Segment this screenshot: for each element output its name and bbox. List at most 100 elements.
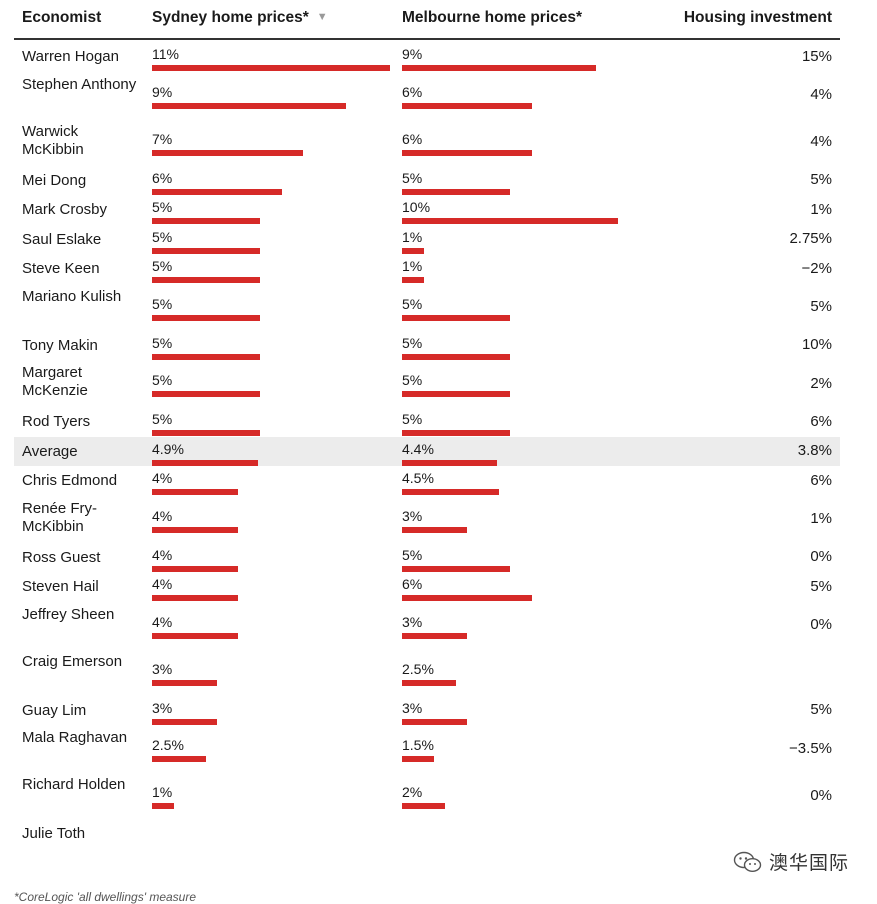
economist-name: Average	[22, 442, 78, 460]
header-sydney[interactable]: Sydney home prices* ▼	[152, 9, 328, 27]
economist-name: Margaret McKenzie	[22, 364, 88, 399]
economist-name: Jeffrey Sheen	[22, 605, 115, 623]
economist-name: Craig Emerson	[22, 652, 123, 670]
melbourne-value-label: 6%	[402, 130, 423, 147]
table-row: Ross Guest 4% 5% 0%	[14, 543, 840, 573]
table-row: Rod Tyers 5% 5% 6%	[14, 407, 840, 437]
sydney-bar	[152, 526, 239, 533]
sydney-value-label: 5%	[152, 295, 173, 312]
table-header: Economist Sydney home prices* ▼ Melbourne…	[14, 0, 840, 40]
melbourne-value-label: 5%	[402, 295, 423, 312]
investment-value: 0%	[810, 616, 832, 633]
investment-value: 0%	[810, 548, 832, 566]
sydney-bar	[152, 565, 239, 572]
melbourne-value-label: 2.5%	[402, 660, 434, 677]
melbourne-bar	[402, 595, 532, 601]
header-melbourne[interactable]: Melbourne home prices*	[402, 9, 583, 26]
sydney-bar	[152, 247, 260, 254]
economist-name: Stephen Anthony	[22, 75, 137, 93]
melbourne-bar	[402, 718, 467, 725]
melbourne-bar	[402, 526, 467, 533]
melbourne-value-label: 5%	[402, 372, 423, 388]
investment-value: 2.75%	[789, 230, 832, 248]
melbourne-bar	[402, 459, 498, 466]
investment-value: 6%	[810, 471, 832, 489]
table-row: Margaret McKenzie 5% 5% 2%	[14, 360, 840, 407]
sydney-value-label: 6%	[152, 169, 173, 186]
melbourne-bar	[402, 277, 424, 283]
melbourne-value-label: 6%	[402, 576, 423, 592]
sydney-value-label: 5%	[152, 228, 173, 245]
sydney-bar	[152, 65, 390, 71]
economist-name: Warwick McKibbin	[22, 122, 84, 158]
sydney-value-label: 4%	[152, 546, 173, 563]
economist-name: Renée Fry-McKibbin	[22, 499, 98, 535]
sydney-bar	[152, 489, 239, 495]
table-row: Mala Raghavan 2.5% 1.5% −3.5%	[14, 725, 840, 772]
economist-name: Mark Crosby	[22, 201, 108, 218]
investment-value: −3.5%	[789, 739, 832, 757]
watermark: 澳华国际	[733, 848, 849, 875]
economist-name: Steven Hail	[22, 578, 99, 595]
investment-value: 1%	[810, 510, 832, 527]
table-row: Renée Fry-McKibbin 4% 3% 1%	[14, 496, 840, 543]
melbourne-bar	[402, 756, 435, 762]
table-row: Richard Holden 1% 2% 0%	[14, 772, 840, 819]
sydney-value-label: 4.9%	[152, 440, 184, 457]
sydney-value-label: 9%	[152, 83, 173, 100]
melbourne-bar	[402, 430, 510, 436]
sydney-bar	[152, 353, 260, 360]
sydney-value-label: 4%	[152, 576, 173, 592]
economist-name: Chris Edmond	[22, 472, 118, 489]
melbourne-value-label: 9%	[402, 46, 423, 62]
table-row: Mark Crosby 5% 10% 1%	[14, 195, 840, 225]
table-row: Julie Toth	[14, 819, 840, 849]
sydney-bar	[152, 218, 260, 224]
sydney-bar	[152, 632, 239, 639]
table-row: Warwick McKibbin 7% 6% 4%	[14, 119, 840, 166]
sydney-value-label: 4%	[152, 470, 173, 486]
melbourne-value-label: 5%	[402, 546, 423, 563]
melbourne-bar	[402, 149, 532, 156]
economist-name: Warren Hogan	[22, 48, 119, 65]
header-economist[interactable]: Economist	[22, 9, 102, 26]
sydney-bar	[152, 391, 260, 397]
sydney-bar	[152, 459, 258, 466]
table-row: Chris Edmond 4% 4.5% 6%	[14, 466, 840, 496]
sydney-value-label: 2.5%	[152, 737, 184, 753]
melbourne-bar	[402, 247, 424, 254]
average-row: Average 4.9% 4.4% 3.8%	[14, 436, 840, 466]
sydney-bar	[152, 718, 217, 725]
melbourne-bar	[402, 489, 500, 495]
sydney-value-label: 7%	[152, 130, 173, 147]
melbourne-bar	[402, 803, 446, 809]
melbourne-value-label: 1%	[402, 258, 423, 274]
sydney-bar	[152, 756, 206, 762]
watermark-text: 澳华国际	[768, 853, 849, 874]
footnote: *CoreLogic 'all dwellings' measure	[14, 890, 197, 904]
investment-value: 0%	[810, 786, 832, 804]
economist-name: Mala Raghavan	[22, 729, 128, 746]
economist-name: Guay Lim	[22, 701, 87, 719]
melbourne-value-label: 4.4%	[402, 440, 434, 457]
melbourne-bar	[402, 565, 510, 572]
header-investment[interactable]: Housing investment	[683, 9, 832, 26]
sort-descending-icon[interactable]: ▼	[316, 11, 328, 23]
header-sydney-label: Sydney home prices*	[152, 9, 309, 26]
melbourne-bar	[402, 632, 467, 639]
economist-name: Mei Dong	[22, 171, 87, 189]
sydney-value-label: 5%	[152, 199, 173, 215]
melbourne-value-label: 1%	[402, 228, 423, 245]
melbourne-bar	[402, 679, 456, 686]
table-row: Stephen Anthony 9% 6% 4%	[14, 72, 840, 119]
investment-value: 3.8%	[797, 442, 832, 460]
sydney-value-label: 11%	[152, 46, 179, 62]
forecast-table: Economist Sydney home prices* ▼ Melbourne…	[14, 0, 840, 842]
table-row: Guay Lim 3% 3% 5%	[14, 696, 840, 726]
investment-value: 4%	[810, 133, 832, 150]
table-row: Jeffrey Sheen 4% 3% 0%	[14, 602, 840, 649]
sydney-bar	[152, 102, 347, 109]
economist-name: Mariano Kulish	[22, 287, 122, 305]
melbourne-bar	[402, 353, 510, 360]
melbourne-bar	[402, 65, 597, 71]
